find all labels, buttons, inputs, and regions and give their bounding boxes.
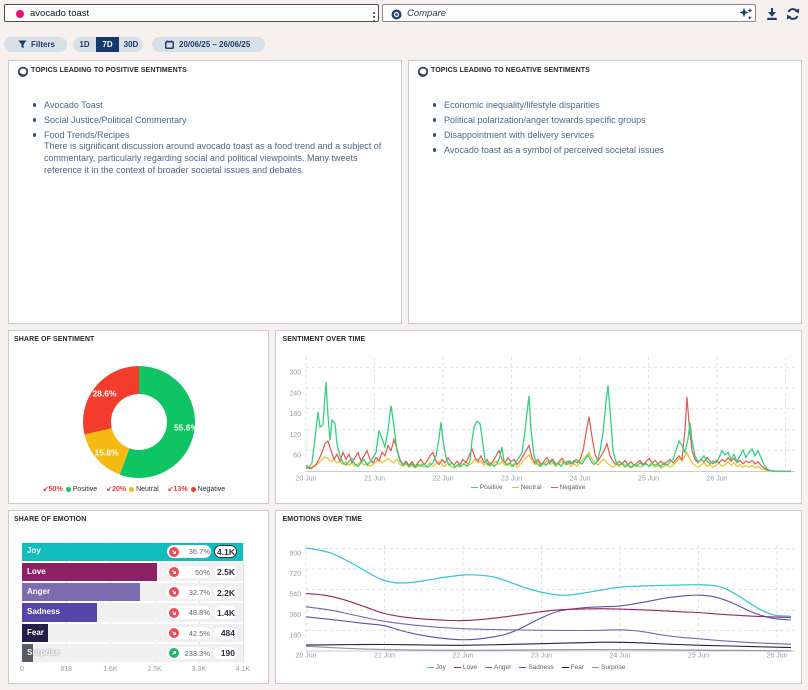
svg-text:20 Jun: 20 Jun: [295, 476, 316, 483]
svg-text:24 Jun: 24 Jun: [569, 476, 590, 483]
svg-text:26 Jun: 26 Jun: [706, 476, 727, 483]
svg-text:120: 120: [289, 432, 301, 439]
svg-text:21 Jun: 21 Jun: [364, 476, 385, 483]
svg-text:21 Jun: 21 Jun: [374, 653, 395, 660]
svg-text:55.6%: 55.6%: [174, 422, 195, 432]
svg-text:720: 720: [289, 571, 301, 578]
svg-text:900: 900: [289, 551, 301, 558]
svg-text:25 Jun: 25 Jun: [638, 476, 659, 483]
svg-text:25 Jun: 25 Jun: [688, 653, 709, 660]
svg-text:23 Jun: 23 Jun: [531, 653, 552, 660]
svg-text:15.8%: 15.8%: [94, 447, 119, 457]
svg-text:60: 60: [293, 453, 301, 460]
svg-text:180: 180: [289, 633, 301, 640]
svg-text:22 Jun: 22 Jun: [452, 653, 473, 660]
svg-text:540: 540: [289, 592, 301, 599]
svg-text:20 Jun: 20 Jun: [295, 653, 316, 660]
svg-text:300: 300: [289, 370, 301, 377]
svg-text:360: 360: [289, 612, 301, 619]
svg-text:23 Jun: 23 Jun: [501, 476, 522, 483]
svg-text:240: 240: [289, 390, 301, 397]
svg-text:24 Jun: 24 Jun: [609, 653, 630, 660]
svg-text:28.6%: 28.6%: [92, 388, 117, 398]
svg-text:180: 180: [289, 411, 301, 418]
svg-text:26 Jun: 26 Jun: [766, 653, 787, 660]
svg-text:22 Jun: 22 Jun: [432, 476, 453, 483]
